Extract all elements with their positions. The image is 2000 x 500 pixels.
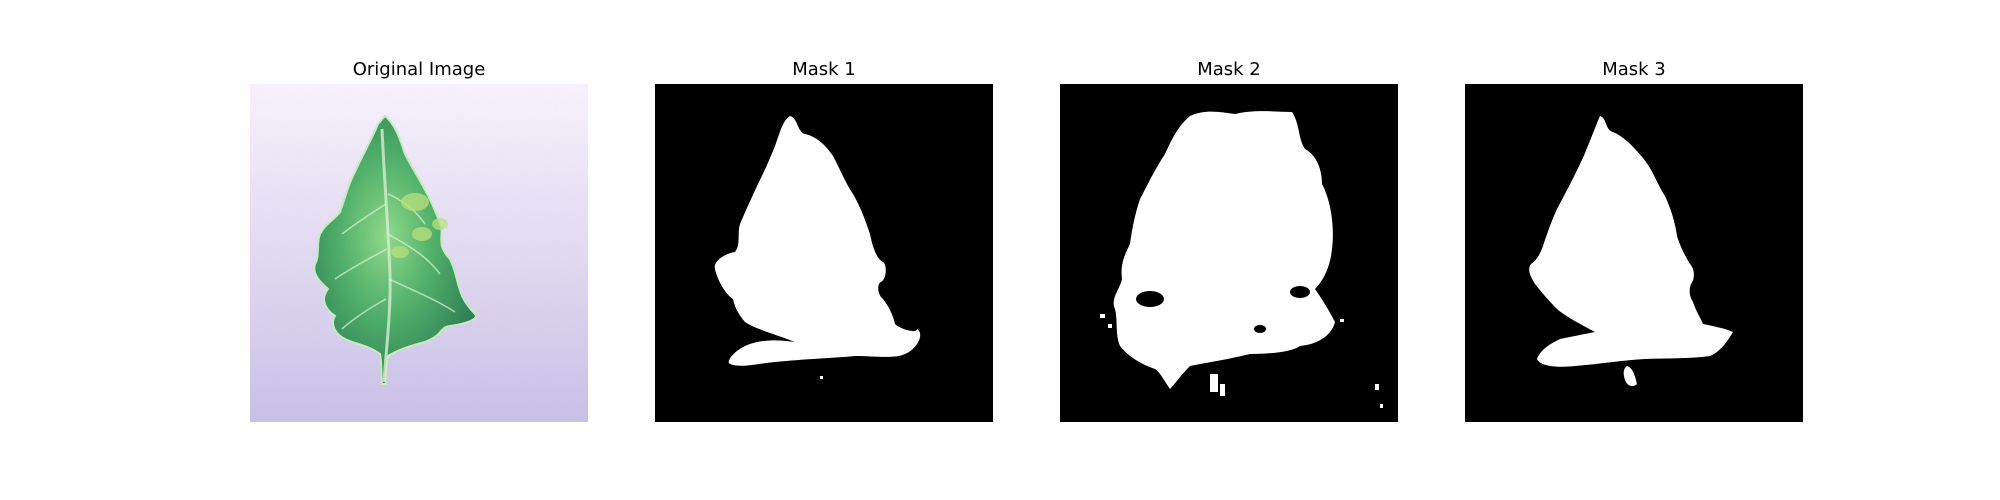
panel-title: Mask 1	[792, 59, 856, 80]
panel-mask-2: Mask 2	[1060, 58, 1398, 422]
mask-2-holes	[1136, 286, 1310, 333]
leaf-spots	[391, 193, 448, 258]
mask-2-specks	[1100, 314, 1383, 408]
mask-1-region	[714, 116, 921, 366]
panel-title: Mask 3	[1602, 59, 1666, 80]
mask-3-image	[1465, 84, 1803, 422]
leaf-midrib	[380, 128, 392, 383]
panel-title: Mask 2	[1197, 59, 1261, 80]
panel-title: Original Image	[352, 59, 486, 80]
mask-2-image	[1060, 84, 1398, 422]
mask-1-image	[655, 84, 993, 422]
mask-2-region	[1113, 111, 1335, 390]
panel-mask-1: Mask 1	[655, 58, 993, 422]
leaf-veins	[334, 193, 456, 330]
mask-3-specks	[1623, 262, 1683, 387]
original-image	[250, 84, 588, 422]
mask-1-specks	[733, 262, 883, 379]
panel-original-image: Original Image	[250, 58, 588, 422]
mask-3-region	[1529, 116, 1733, 367]
panel-mask-3: Mask 3	[1465, 58, 1803, 422]
